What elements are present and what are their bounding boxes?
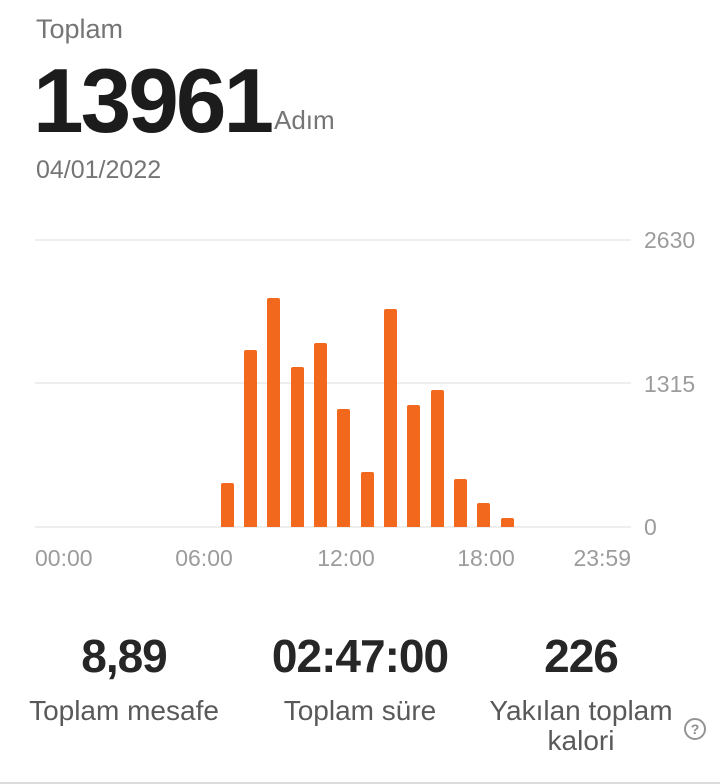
x-axis-tick-0000: 00:00 [35,545,93,571]
hourly-steps-bar[interactable] [384,309,397,527]
hourly-steps-bar[interactable] [500,518,514,527]
stat-total-distance: 8,89 Toplam mesafe [14,630,234,726]
x-axis-tick-1800: 18:00 [457,545,515,571]
stat-total-duration: 02:47:00 Toplam süre [250,630,470,726]
hourly-steps-bar[interactable] [243,350,257,527]
hourly-steps-bar[interactable] [360,472,374,527]
total-duration-value: 02:47:00 [271,630,449,682]
steps-unit-label: Adım [274,105,335,135]
hourly-steps-bar[interactable] [454,479,468,527]
stat-total-calories: 226 Yakılan toplam kalori [478,630,684,756]
bottom-divider [0,782,720,784]
total-distance-value: 8,89 [81,630,168,682]
hourly-steps-bar[interactable] [267,298,281,527]
hourly-steps-bar[interactable] [337,409,351,527]
period-label: Toplam [36,14,124,44]
hourly-steps-bar[interactable] [477,503,491,527]
hourly-steps-bar[interactable] [290,367,304,527]
x-axis-tick-0600: 06:00 [175,545,233,571]
hourly-steps-chart[interactable] [35,239,631,528]
bars-layer [35,240,631,527]
total-duration-label: Toplam süre [283,695,437,726]
total-calories-label: Yakılan toplam kalori [489,695,673,756]
x-axis-tick-2359: 23:59 [573,545,631,571]
hourly-steps-bar[interactable] [407,405,421,527]
total-distance-label: Toplam mesafe [29,695,219,726]
gridline-baseline [35,526,631,528]
gridline-middle [35,382,631,384]
hourly-steps-bar[interactable] [313,343,327,527]
date-label: 04/01/2022 [36,156,162,184]
y-axis-tick-mid: 1315 [644,371,696,397]
y-axis-tick-zero: 0 [644,514,657,540]
hourly-steps-bar[interactable] [430,390,444,527]
y-axis-tick-max: 2630 [644,227,696,253]
x-axis-tick-1200: 12:00 [317,545,375,571]
total-calories-value: 226 [544,630,619,682]
total-steps-value: 13961 [33,51,274,152]
calories-help-icon[interactable]: ? [684,718,706,740]
hourly-steps-bar[interactable] [220,483,234,527]
gridline-top [35,239,631,241]
